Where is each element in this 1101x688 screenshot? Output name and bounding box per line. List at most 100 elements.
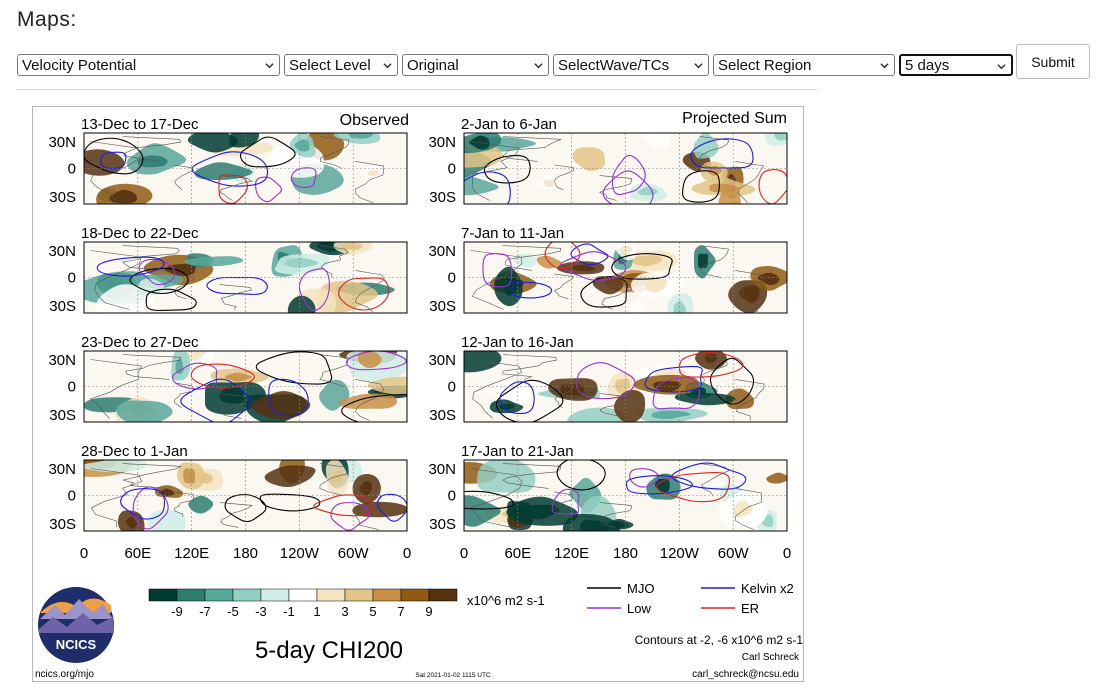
colorbar-segment: [400, 588, 430, 602]
colorbar-unit: x10^6 m2 s-1: [467, 593, 545, 608]
region-select-value: Select Region: [718, 57, 812, 74]
contours-note: Contours at -2, -6 x10^6 m2 s-1: [635, 633, 803, 647]
colorbar-tick-label: -3: [255, 604, 267, 619]
panel-date-range: 28-Dec to 1-Jan: [81, 443, 188, 460]
longitude-label: 180: [613, 545, 638, 562]
colorbar-segment: [344, 588, 374, 602]
latitude-label: 30N: [48, 134, 76, 151]
period-select-value: 5 days: [905, 57, 950, 74]
ncics-logo: NCICS: [38, 587, 114, 663]
version-select-value: Original: [407, 57, 459, 74]
logo-text: NCICS: [56, 637, 97, 652]
er-legend-label: ER: [741, 601, 759, 616]
colorbar-tick-label: -5: [227, 604, 239, 619]
longitude-label: 0: [403, 545, 411, 562]
longitude-label: 0: [460, 545, 468, 562]
colorbar-segment: [288, 588, 318, 602]
latitude-label: 30N: [428, 352, 456, 369]
latitude-label: 0: [448, 379, 456, 396]
latitude-label: 30S: [429, 189, 456, 206]
latitude-label: 30S: [429, 298, 456, 315]
latitude-label: 30S: [49, 407, 76, 424]
region-select[interactable]: Select Region: [713, 54, 895, 76]
page-title: Maps:: [17, 8, 77, 31]
colorbar-segment: [176, 588, 206, 602]
period-select[interactable]: 5 days: [899, 54, 1013, 76]
author-email: carl_schreck@ncsu.edu: [692, 669, 799, 680]
colorbar-segment: [372, 588, 402, 602]
latitude-label: 30S: [429, 407, 456, 424]
longitude-label: 60E: [504, 545, 531, 562]
divider: [17, 89, 817, 90]
longitude-label: 120W: [280, 545, 320, 562]
chevron-down-icon: [383, 63, 392, 69]
mjo-map-figure: Observed Projected Sum 13-Dec to 17-Dec 3…: [32, 106, 804, 682]
timestamp: Sat 2021-01-02 1115 UTC: [415, 672, 491, 679]
map-panel: 17-Jan to 21-Jan 30N 0 30S: [428, 443, 788, 533]
longitude-label: 60W: [718, 545, 750, 562]
latitude-label: 30N: [428, 461, 456, 478]
latitude-label: 0: [448, 270, 456, 287]
map-panel: 18-Dec to 22-Dec 30N 0 30S: [48, 225, 408, 315]
map-panel: 13-Dec to 17-Dec 30N 0 30S: [48, 116, 408, 206]
latitude-label: 0: [68, 161, 76, 178]
panel-date-range: 2-Jan to 6-Jan: [461, 116, 557, 133]
colorbar-tick-label: 5: [369, 604, 376, 619]
contour-legend: MJO Kelvin x2 Low ER: [587, 581, 794, 616]
colorbar-segment: [204, 588, 234, 602]
map-panel: 12-Jan to 16-Jan 30N 0 30S: [428, 334, 788, 424]
panel-date-range: 12-Jan to 16-Jan: [461, 334, 574, 351]
latitude-label: 30N: [428, 243, 456, 260]
chevron-down-icon: [880, 63, 889, 69]
author: Carl Schreck: [742, 652, 800, 663]
map-panel: 7-Jan to 11-Jan 30N 0 30S: [428, 225, 788, 315]
colorbar-tick-label: 3: [341, 604, 348, 619]
colorbar-segment: [428, 588, 458, 602]
colorbar: -9 -7 -5 -3 -1 1 3 5 7 9: [148, 588, 458, 619]
latitude-label: 30N: [48, 461, 76, 478]
chevron-down-icon: [694, 63, 703, 69]
level-select[interactable]: Select Level: [284, 54, 398, 76]
longitude-label: 60W: [338, 545, 370, 562]
longitude-label: 0: [783, 545, 791, 562]
latitude-label: 0: [68, 379, 76, 396]
level-select-value: Select Level: [289, 57, 371, 74]
chevron-down-icon: [534, 63, 543, 69]
latitude-label: 30S: [49, 189, 76, 206]
latitude-label: 0: [448, 488, 456, 505]
latitude-label: 0: [68, 270, 76, 287]
longitude-label: 120E: [554, 545, 589, 562]
latitude-label: 30S: [49, 516, 76, 533]
submit-button[interactable]: Submit: [1016, 44, 1090, 79]
colorbar-tick-label: -9: [171, 604, 183, 619]
variable-select[interactable]: Velocity Potential: [17, 54, 280, 76]
version-select[interactable]: Original: [402, 54, 549, 76]
panel-date-range: 18-Dec to 22-Dec: [81, 225, 199, 242]
observed-title: Observed: [340, 112, 409, 129]
longitude-label: 120W: [660, 545, 700, 562]
latitude-label: 30S: [429, 516, 456, 533]
longitude-label: 60E: [124, 545, 151, 562]
panel-date-range: 17-Jan to 21-Jan: [461, 443, 574, 460]
map-panel: 23-Dec to 27-Dec 30N 0 30S: [48, 334, 408, 424]
wave-select[interactable]: SelectWave/TCs: [553, 54, 709, 76]
mjo-legend-label: MJO: [627, 581, 654, 596]
map-figure-canvas: Observed Projected Sum 13-Dec to 17-Dec 3…: [35, 110, 803, 680]
chevron-down-icon: [997, 64, 1006, 70]
low-legend-label: Low: [627, 601, 651, 616]
panel-date-range: 7-Jan to 11-Jan: [461, 225, 564, 242]
projected-title: Projected Sum: [682, 110, 787, 127]
variable-select-value: Velocity Potential: [22, 57, 137, 74]
map-panel: 2-Jan to 6-Jan 30N 0 30S: [428, 116, 788, 206]
colorbar-tick-label: -1: [283, 604, 295, 619]
latitude-label: 30S: [49, 298, 76, 315]
colorbar-tick-label: -7: [199, 604, 211, 619]
chevron-down-icon: [265, 63, 274, 69]
kelvin-legend-label: Kelvin x2: [741, 581, 794, 596]
latitude-label: 30N: [428, 134, 456, 151]
panel-date-range: 13-Dec to 17-Dec: [81, 116, 199, 133]
latitude-label: 0: [448, 161, 456, 178]
colorbar-segment: [148, 588, 178, 602]
site-url: ncics.org/mjo: [35, 669, 94, 680]
colorbar-segment: [232, 588, 262, 602]
